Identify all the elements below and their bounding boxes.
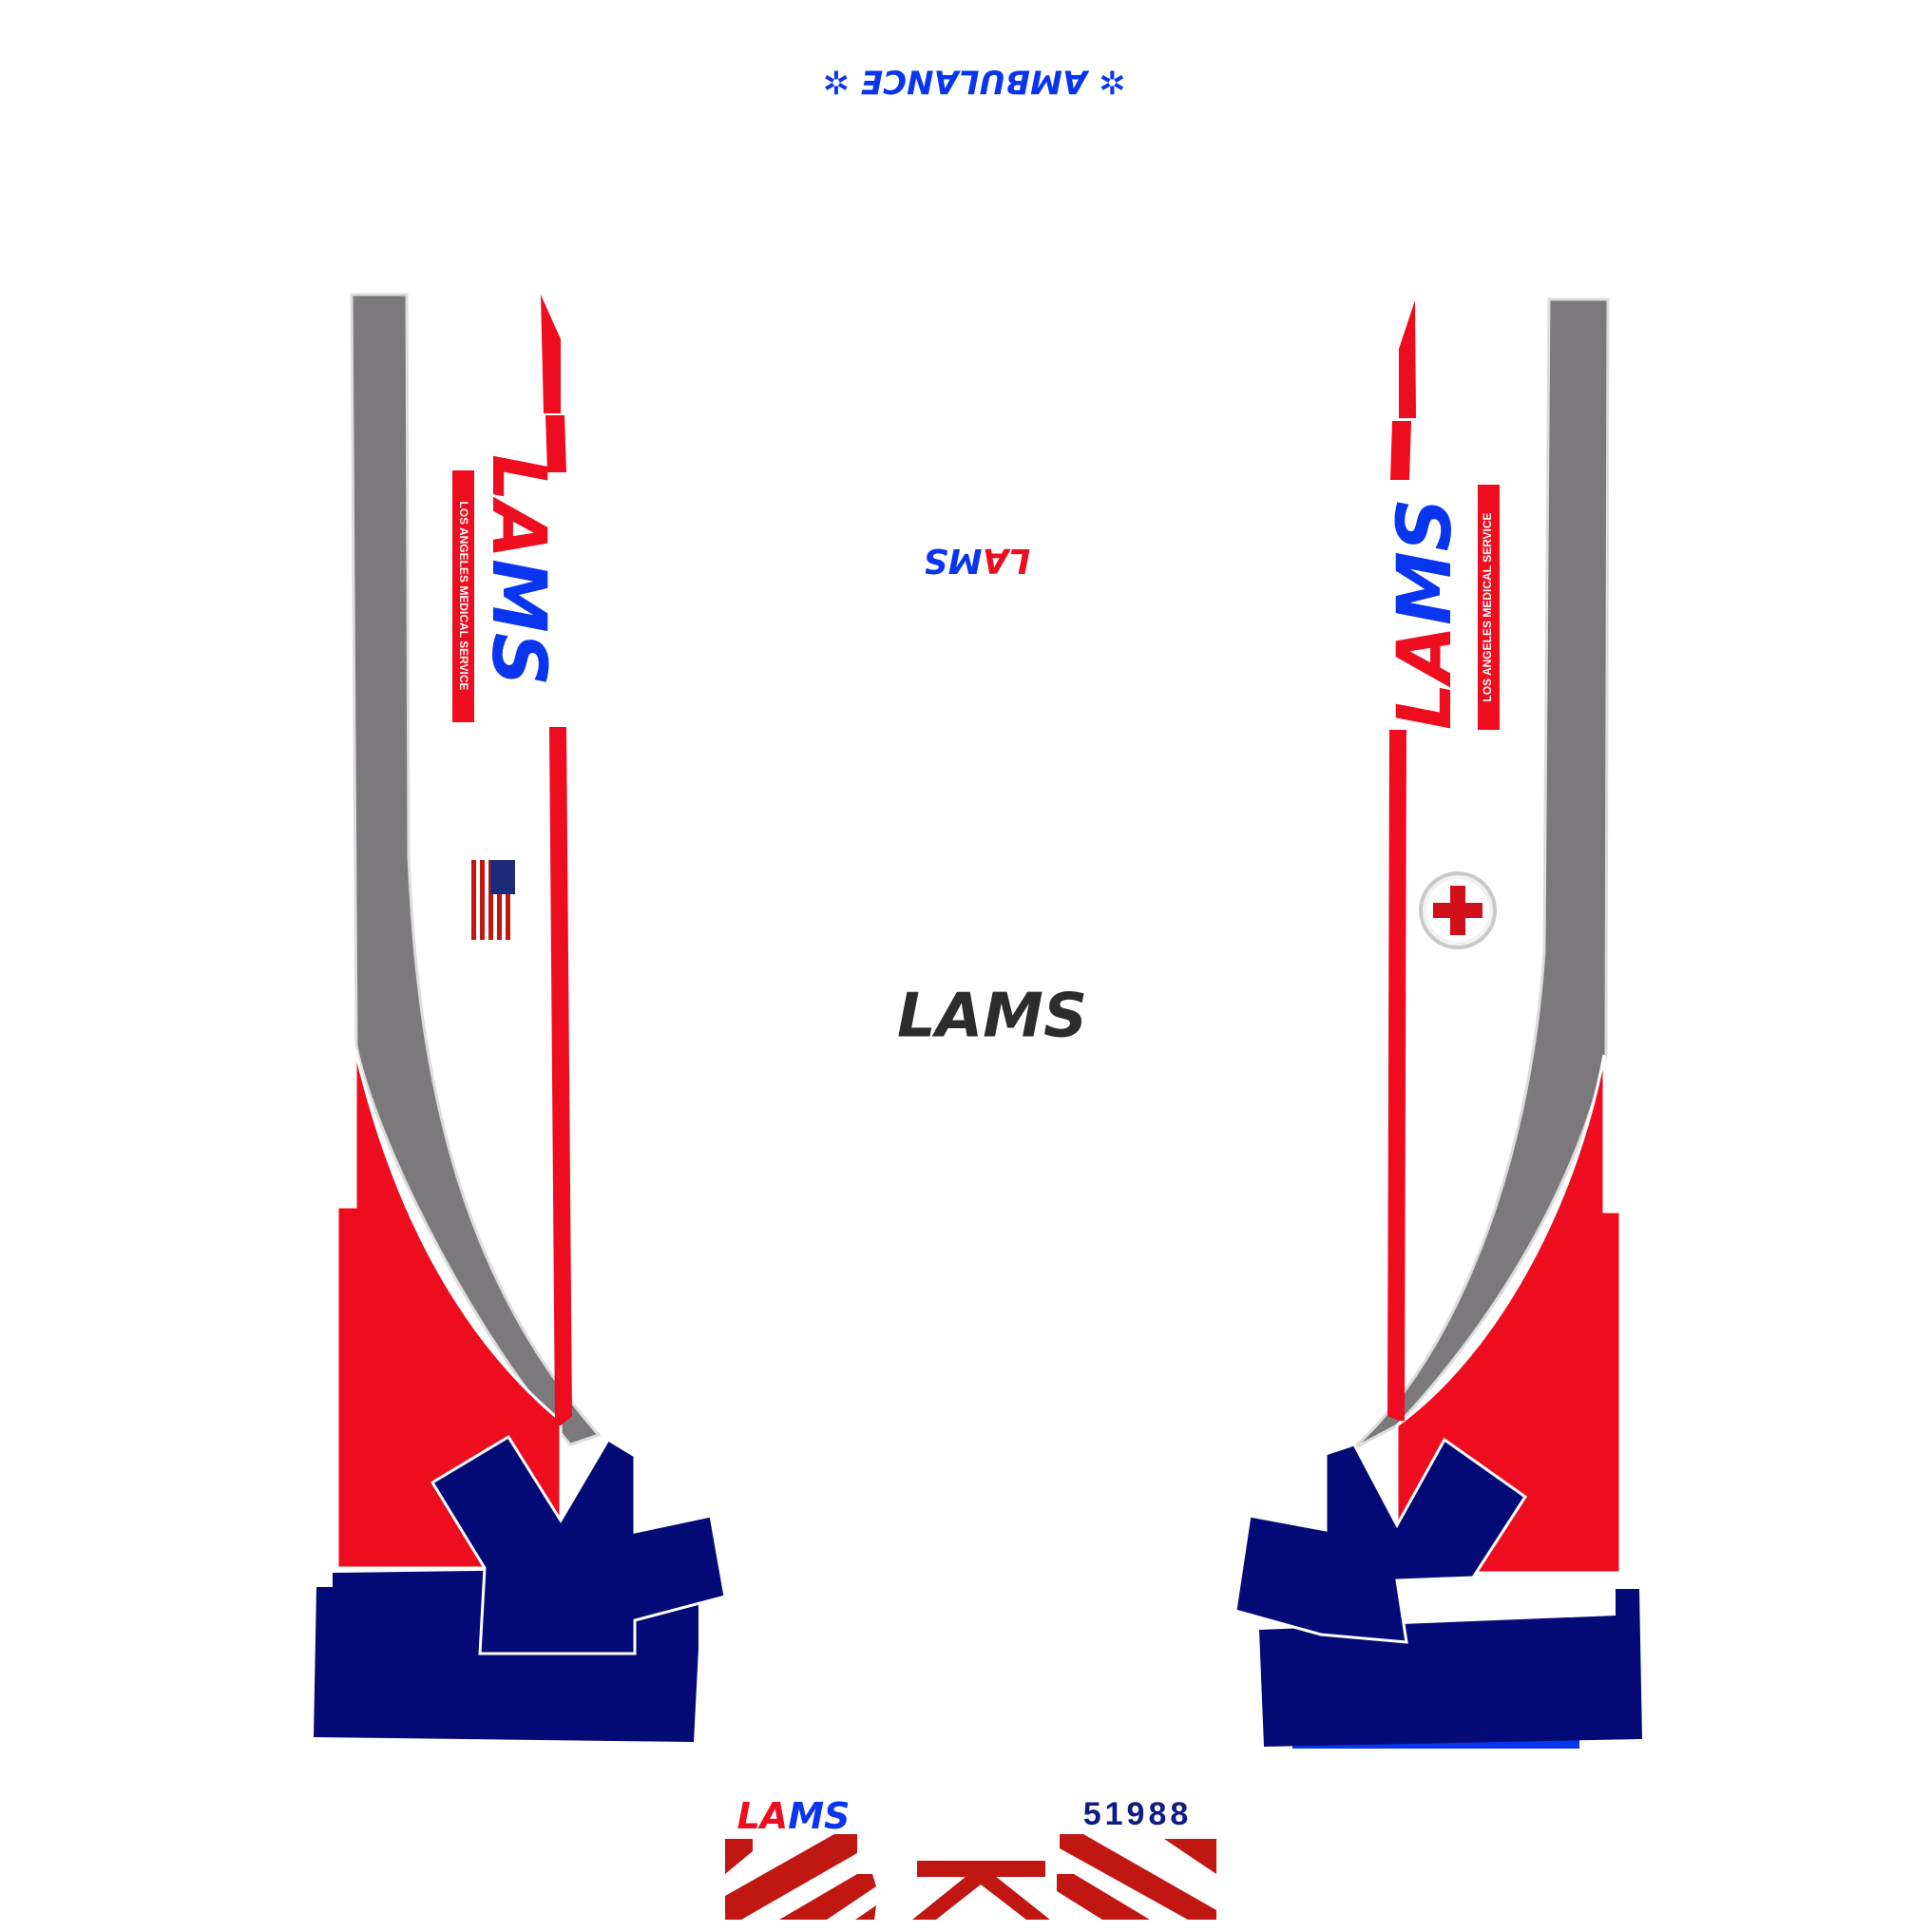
unit-number: 51988	[1083, 1796, 1193, 1832]
left-logo-letter-l: L	[475, 454, 561, 502]
left-gray-swoosh	[350, 293, 602, 1446]
ambulance-banner-text: ✲ AMBULANCE ✲	[823, 63, 1126, 101]
chevron-right-outer	[1164, 1839, 1216, 1874]
chevron-center-right	[981, 1865, 1050, 1920]
center-lams-logo: LAMS	[897, 982, 1087, 1052]
right-red-dash-2	[1390, 421, 1411, 480]
right-lams-logo: LAMS	[1383, 498, 1468, 730]
chevron-center-inner	[936, 1884, 1026, 1920]
right-side-panel: LOS ANGELES MEDICAL SERVICE LAMS	[1234, 297, 1642, 1749]
right-logo-letter-m: M	[1383, 551, 1468, 625]
chevron-right-2	[1057, 1874, 1150, 1920]
svg-text:LAMS: LAMS	[475, 454, 561, 686]
right-star-of-life	[1234, 1437, 1528, 1644]
right-tagline-bar	[1478, 485, 1500, 730]
left-side-panel: LOS ANGELES MEDICAL SERVICE LAMS	[314, 293, 727, 1742]
rear-logo-letter-m: M	[788, 1795, 824, 1837]
rear-logo-letter-a: A	[757, 1795, 788, 1837]
chevron-center-band	[917, 1861, 1045, 1877]
right-red-body	[1395, 1054, 1622, 1575]
svg-text:LAMS: LAMS	[1383, 498, 1468, 730]
right-logo-letter-s: S	[1383, 498, 1468, 551]
right-red-dash-1	[1399, 300, 1416, 418]
left-lams-logo: LAMS	[475, 454, 561, 686]
left-red-dash-1	[541, 295, 561, 413]
right-logo-letter-a: A	[1383, 625, 1468, 688]
ambulance-banner: ✲ AMBULANCE ✲	[823, 63, 1126, 101]
roof-lams-logo: LAMS	[924, 541, 1031, 580]
rear-logo-letter-s: S	[824, 1795, 850, 1837]
roof-logo-letter-s: S	[924, 541, 948, 580]
roof-logo-letter-l: L	[1008, 541, 1030, 580]
chevron-center-left	[912, 1865, 981, 1920]
left-star-of-life	[430, 1434, 727, 1655]
left-red-stripe	[549, 727, 572, 1425]
left-red-dash-2	[545, 415, 566, 472]
chevron-center-top-cut	[917, 1848, 1045, 1861]
roof-logo-letter-a: A	[982, 541, 1011, 580]
chevron-left-3	[855, 1905, 876, 1920]
left-logo-letter-m: M	[475, 559, 561, 633]
left-tagline-bar	[452, 470, 474, 722]
rear-logo-letter-l: L	[737, 1795, 760, 1837]
left-logo-letter-s: S	[475, 633, 561, 686]
rear-lams-logo: LAMS	[737, 1795, 851, 1837]
roof-logo-letter-m: M	[947, 541, 982, 580]
svg-text:LAMS: LAMS	[924, 541, 1031, 580]
us-flag-icon	[471, 860, 515, 940]
chevron-left-outer	[725, 1839, 753, 1874]
rear-chevrons	[725, 1834, 1216, 1920]
chevron-left-1	[725, 1834, 857, 1920]
right-tagline: LOS ANGELES MEDICAL SERVICE	[1481, 512, 1494, 701]
chevron-right-1	[1060, 1834, 1216, 1920]
chevron-left-2	[779, 1874, 876, 1920]
left-tagline: LOS ANGELES MEDICAL SERVICE	[457, 501, 470, 690]
red-cross-icon	[1419, 871, 1497, 949]
left-logo-letter-a: A	[475, 496, 561, 559]
right-logo-letter-l: L	[1383, 682, 1468, 730]
right-red-stripe	[1387, 730, 1406, 1421]
